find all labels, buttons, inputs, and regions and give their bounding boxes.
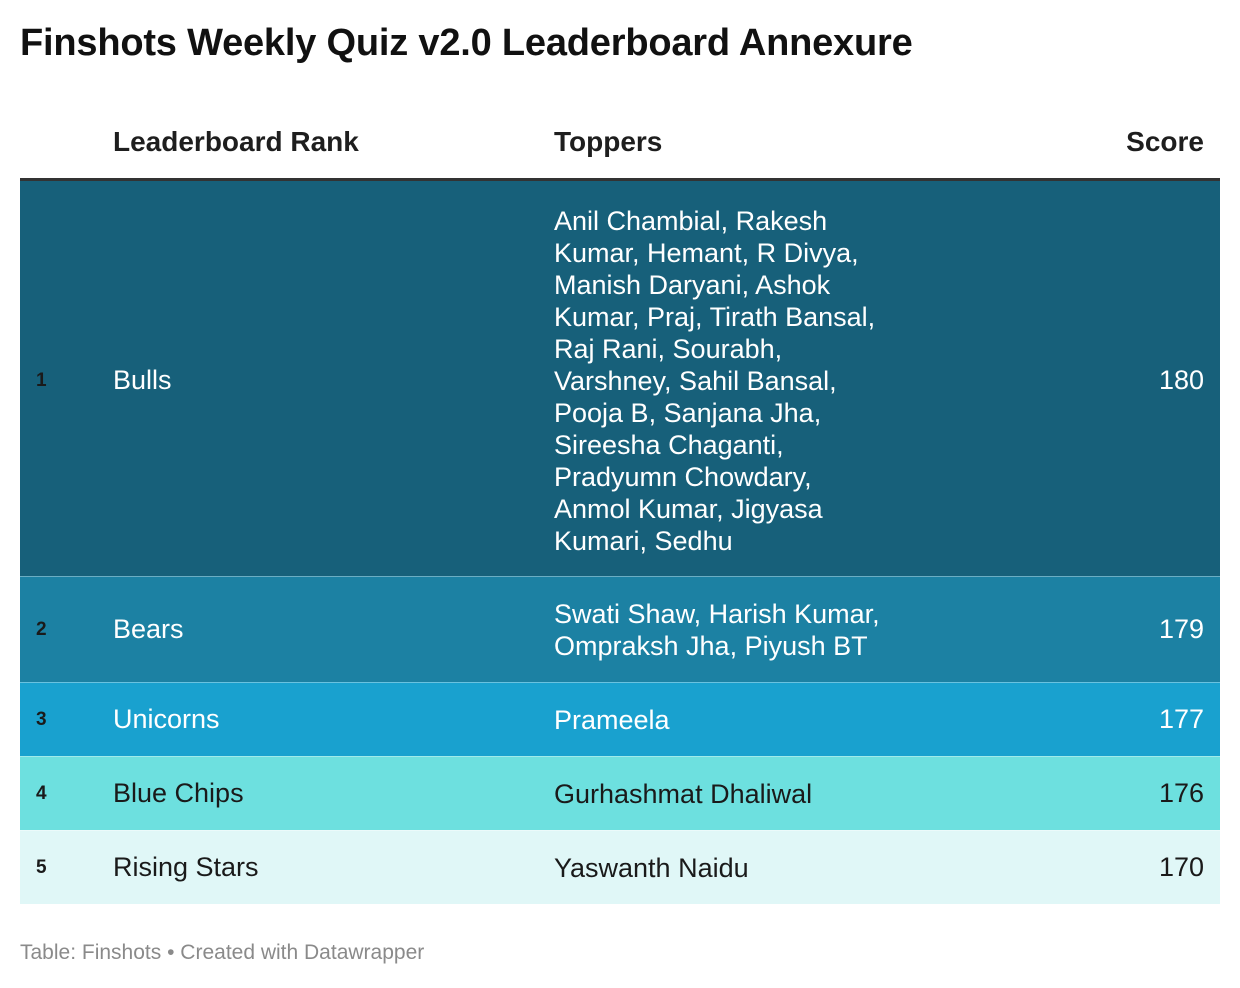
table-header: Leaderboard Rank Toppers Score [20,110,1220,181]
table-row: 2 Bears Swati Shaw, Harish Kumar, Omprak… [20,576,1220,682]
rank-name: Rising Stars [113,852,259,882]
row-number: 1 [36,369,47,391]
leaderboard-table: Leaderboard Rank Toppers Score 1 Bulls A… [20,110,1220,904]
score-cell: 180 [1158,365,1204,395]
header-leaderboard-rank[interactable]: Leaderboard Rank [113,126,359,157]
row-number: 4 [36,782,47,804]
score-cell: 177 [1158,704,1204,734]
row-number: 3 [36,708,47,730]
toppers-cell: Gurhashmat Dhaliwal [554,778,813,809]
score-cell: 176 [1158,778,1204,808]
toppers-cell: Swati Shaw, Harish Kumar, Ompraksh Jha, … [554,598,880,661]
table-row: 3 Unicorns Prameela 177 [20,682,1220,756]
rank-name: Bears [113,614,184,644]
score-cell: 179 [1158,614,1204,644]
chart-title: Finshots Weekly Quiz v2.0 Leaderboard An… [20,22,913,64]
row-number: 2 [36,618,47,640]
source-note: Table: Finshots [20,941,162,964]
table-row: 1 Bulls Anil Chambial, Rakesh Kumar, Hem… [20,181,1220,576]
rank-name: Blue Chips [113,778,244,808]
toppers-cell: Yaswanth Naidu [554,852,749,883]
toppers-cell: Anil Chambial, Rakesh Kumar, Hemant, R D… [554,205,876,556]
header-toppers[interactable]: Toppers [554,126,663,157]
rank-name: Bulls [113,365,172,395]
header-score[interactable]: Score [1126,126,1204,157]
score-cell: 170 [1158,852,1204,882]
rank-name: Unicorns [113,704,220,734]
row-number: 5 [36,856,47,878]
datawrapper-credit-link[interactable]: Created with Datawrapper [180,941,425,964]
table-row: 4 Blue Chips Gurhashmat Dhaliwal 176 [20,756,1220,830]
table-footer: Table: Finshots • Created with Datawrapp… [20,941,424,965]
table-row: 5 Rising Stars Yaswanth Naidu 170 [20,830,1220,904]
toppers-cell: Prameela [554,704,670,735]
footer-separator: • [167,941,175,964]
